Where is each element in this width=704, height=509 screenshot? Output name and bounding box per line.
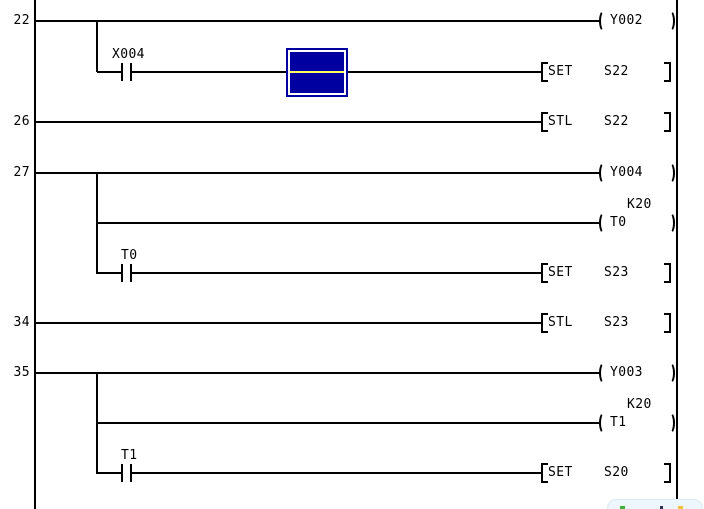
wire-rung35-main: [35, 372, 601, 374]
rung-number-26: 26: [13, 114, 30, 129]
timer-preset-t0: K20: [627, 197, 652, 212]
contact-bar-icon: [121, 264, 123, 282]
bracket-close-icon: [664, 112, 671, 132]
instruction-set-s23[interactable]: SET S23: [541, 263, 671, 283]
watermark-overlay: [607, 499, 703, 509]
coil-paren-open-icon: [599, 362, 609, 384]
rung-number-27: 27: [13, 165, 30, 180]
left-power-rail: [34, 0, 36, 509]
contact-bar-icon: [130, 464, 132, 482]
bracket-open-icon: [541, 263, 548, 283]
timer-preset-t1: K20: [627, 397, 652, 412]
wire-rung27-contact-left: [97, 272, 121, 274]
wire-rung35-timer-row: [97, 422, 601, 424]
contact-bar-icon: [130, 63, 132, 81]
coil-paren-close-icon: [665, 412, 675, 434]
contact-label: X004: [112, 47, 145, 62]
coil-label: T0: [610, 215, 627, 230]
rung-number-35: 35: [13, 365, 30, 380]
coil-paren-close-icon: [665, 162, 675, 184]
coil-paren-open-icon: [599, 212, 609, 234]
instruction-stl-s23[interactable]: STL S23: [541, 313, 671, 333]
rung-number-34: 34: [13, 315, 30, 330]
selection-highlighted-wire: [290, 71, 344, 73]
contact-x004[interactable]: X004: [111, 48, 157, 82]
coil-paren-open-icon: [599, 10, 609, 32]
contact-label: T0: [121, 248, 138, 263]
wire-rung35-contact-left: [97, 472, 121, 474]
contact-bar-icon: [121, 464, 123, 482]
contact-label: T1: [121, 448, 138, 463]
timer-coil-t1[interactable]: T1: [599, 412, 675, 434]
bracket-close-icon: [664, 263, 671, 283]
wire-rung35-contact-right: [131, 472, 542, 474]
instruction-op: SET: [548, 265, 573, 280]
wire-rung22-branch-left: [97, 71, 121, 73]
coil-paren-close-icon: [665, 212, 675, 234]
wire-rung27-main: [35, 172, 601, 174]
instruction-operand: S22: [604, 114, 629, 129]
bracket-close-icon: [664, 62, 671, 82]
bracket-close-icon: [664, 313, 671, 333]
wire-rung27-timer-row: [97, 222, 601, 224]
bracket-open-icon: [541, 463, 548, 483]
contact-bar-icon: [130, 264, 132, 282]
contact-bar-icon: [121, 63, 123, 81]
coil-label: T1: [610, 415, 627, 430]
bracket-open-icon: [541, 112, 548, 132]
contact-t0[interactable]: T0: [111, 249, 157, 283]
coil-label: Y003: [610, 365, 643, 380]
watermark-mark-green: [620, 506, 625, 509]
coil-y004[interactable]: Y004: [599, 162, 675, 184]
coil-label: Y002: [610, 13, 643, 28]
bracket-open-icon: [541, 62, 548, 82]
coil-paren-close-icon: [665, 10, 675, 32]
right-power-rail: [676, 0, 678, 509]
contact-t1[interactable]: T1: [111, 449, 157, 483]
instruction-operand: S23: [604, 315, 629, 330]
wire-rung22-branch-vertical: [96, 20, 98, 72]
instruction-op: STL: [548, 114, 573, 129]
bracket-close-icon: [664, 463, 671, 483]
instruction-op: SET: [548, 465, 573, 480]
instruction-op: SET: [548, 64, 573, 79]
coil-paren-close-icon: [665, 362, 675, 384]
wire-rung34: [35, 322, 542, 324]
wire-rung26: [35, 121, 542, 123]
coil-paren-open-icon: [599, 412, 609, 434]
instruction-set-s20[interactable]: SET S20: [541, 463, 671, 483]
instruction-stl-s22[interactable]: STL S22: [541, 112, 671, 132]
rung-number-22: 22: [13, 13, 30, 28]
watermark-mark-yellow: [678, 506, 683, 509]
instruction-set-s22[interactable]: SET S22: [541, 62, 671, 82]
coil-paren-open-icon: [599, 162, 609, 184]
instruction-operand: S20: [604, 465, 629, 480]
coil-y002[interactable]: Y002: [599, 10, 675, 32]
wire-rung27-contact-right: [131, 272, 542, 274]
instruction-operand: S23: [604, 265, 629, 280]
instruction-op: STL: [548, 315, 573, 330]
bracket-open-icon: [541, 313, 548, 333]
instruction-operand: S22: [604, 64, 629, 79]
timer-coil-t0[interactable]: T0: [599, 212, 675, 234]
coil-label: Y004: [610, 165, 643, 180]
watermark-mark-dark: [660, 506, 663, 509]
coil-y003[interactable]: Y003: [599, 362, 675, 384]
wire-rung22-main: [35, 20, 601, 22]
